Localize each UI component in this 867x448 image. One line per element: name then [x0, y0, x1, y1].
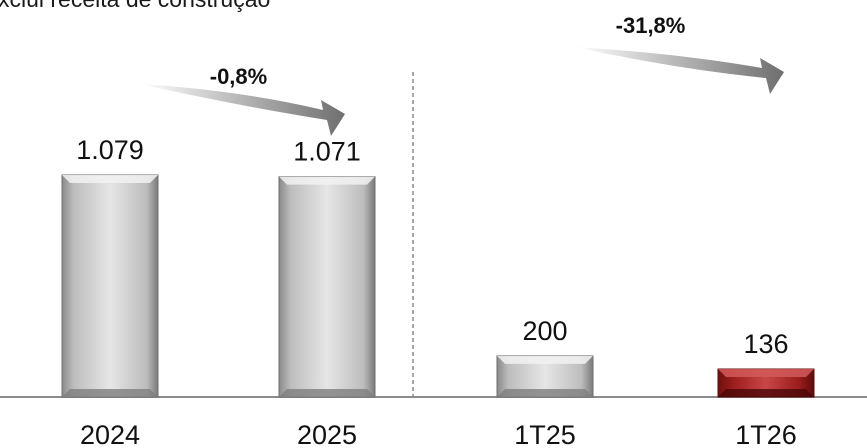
category-label-1T25: 1T25 — [514, 420, 576, 448]
growth-arrow-2 — [575, 47, 784, 94]
category-label-1T26: 1T26 — [735, 420, 797, 448]
bar-2024 — [61, 174, 159, 398]
chart-subtitle: xclui receita de construção — [0, 0, 270, 13]
growth-label-2: -31,8% — [616, 13, 686, 38]
value-label-2024: 1.079 — [76, 135, 144, 165]
category-label-2025: 2025 — [297, 420, 357, 448]
value-label-1T25: 200 — [522, 316, 567, 346]
growth-arrow-1 — [140, 84, 345, 136]
growth-label-1: -0,8% — [210, 64, 267, 89]
value-label-2025: 1.071 — [293, 137, 361, 167]
value-label-1T26: 136 — [743, 329, 788, 359]
bar-1T26 — [717, 368, 815, 398]
bar-2025 — [278, 176, 376, 398]
category-label-2024: 2024 — [80, 420, 140, 448]
bar-1T25 — [496, 355, 594, 398]
